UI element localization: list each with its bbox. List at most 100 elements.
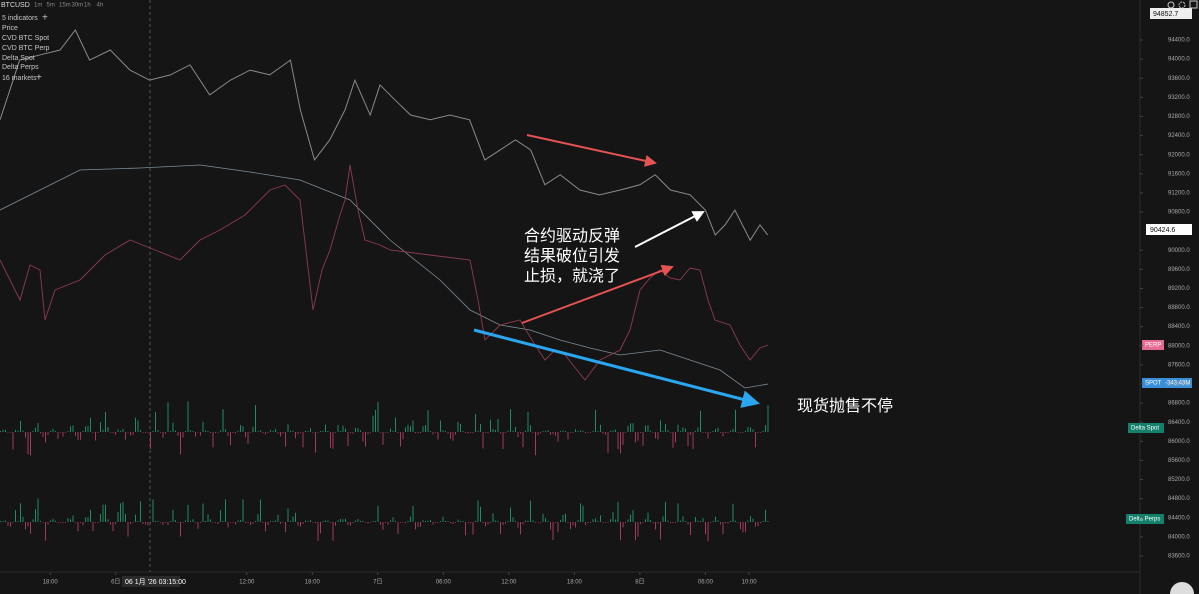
volume-bar: [487, 522, 489, 525]
volume-bar: [195, 432, 196, 437]
volume-bar: [130, 432, 131, 436]
volume-bar: [665, 423, 666, 432]
volume-bar: [402, 432, 404, 440]
volume-bar: [377, 401, 379, 432]
volume-bar: [155, 521, 156, 522]
volume-bar: [600, 424, 601, 432]
volume-bar: [222, 521, 224, 522]
volume-bar: [360, 430, 361, 432]
volume-bar: [490, 522, 491, 523]
volume-bar: [80, 522, 81, 523]
volume-bar: [565, 430, 566, 432]
volume-bar: [247, 432, 249, 444]
volume-bar: [620, 432, 621, 454]
volume-bar: [685, 428, 686, 432]
volume-bar: [40, 432, 41, 434]
volume-bar: [305, 520, 306, 522]
volume-bar: [445, 431, 446, 432]
volume-bar: [135, 417, 136, 432]
volume-bar: [565, 513, 566, 522]
volume-bar: [722, 432, 724, 437]
volume-bar: [480, 506, 481, 522]
volume-bar: [272, 520, 274, 522]
volume-bar: [140, 429, 141, 432]
volume-bar: [422, 426, 424, 432]
legend-item[interactable]: Delta Spot: [2, 55, 35, 62]
volume-bar: [697, 520, 699, 522]
volume-bar: [687, 522, 689, 525]
volume-bar: [7, 432, 9, 433]
volume-bar: [470, 432, 471, 433]
volume-bar: [742, 522, 744, 533]
add-icon[interactable]: +: [42, 13, 48, 24]
y-tick-label: 86800.0: [1168, 401, 1190, 407]
volume-bar: [327, 520, 329, 522]
symbol[interactable]: BTCUSD: [1, 2, 30, 9]
volume-bar: [332, 432, 334, 449]
volume-bar: [512, 430, 514, 432]
volume-bar: [367, 522, 369, 524]
volume-bar: [590, 432, 591, 433]
volume-bar: [405, 522, 406, 524]
volume-bar: [37, 423, 39, 432]
volume-bar: [345, 428, 346, 432]
add-icon[interactable]: +: [36, 73, 42, 84]
volume-bar: [235, 522, 236, 525]
volume-bar: [392, 430, 394, 432]
volume-bar: [65, 522, 66, 523]
volume-bar: [535, 522, 536, 523]
widget-button[interactable]: [1170, 582, 1194, 594]
volume-bar: [607, 432, 609, 453]
timeframe[interactable]: 30m: [72, 3, 84, 9]
search-icon[interactable]: [1167, 1, 1175, 9]
volume-bar: [507, 430, 509, 432]
timeframe[interactable]: 15m: [59, 3, 71, 9]
volume-bar: [462, 430, 464, 432]
y-tick-label: 93200.0: [1168, 95, 1190, 101]
timeframe[interactable]: 4h: [97, 3, 104, 9]
volume-bar: [30, 522, 31, 534]
volume-bar: [527, 520, 529, 522]
volume-bar: [225, 429, 226, 432]
volume-bar: [387, 522, 389, 525]
volume-bar: [297, 522, 299, 526]
volume-bar: [575, 522, 576, 528]
volume-bar: [640, 432, 641, 433]
legend-item[interactable]: Delta Perps: [2, 64, 39, 71]
volume-bar: [25, 432, 26, 438]
legend-item[interactable]: CVD BTC Perp: [2, 45, 50, 52]
volume-bar: [460, 520, 461, 522]
volume-bar: [0, 521, 1, 522]
volume-bar: [570, 432, 571, 433]
volume-bar: [732, 503, 734, 522]
y-tick-label: 87600.0: [1168, 362, 1190, 368]
volume-bar: [717, 520, 719, 522]
volume-bar: [312, 432, 314, 433]
volume-bar: [722, 522, 724, 535]
legend-item[interactable]: CVD BTC Spot: [2, 35, 49, 42]
x-tick-label: 10:00: [742, 580, 758, 586]
volume-bar: [205, 430, 206, 432]
volume-bar: [172, 422, 174, 432]
volume-bar: [302, 432, 304, 448]
timeframe[interactable]: 1m: [34, 3, 42, 9]
annotation: 现货抛售不停: [797, 397, 893, 415]
volume-bar: [557, 432, 559, 442]
volume-bar: [20, 420, 21, 432]
volume-bar: [647, 512, 649, 522]
volume-bar: [757, 522, 759, 527]
volume-bar: [457, 421, 459, 432]
settings-icon[interactable]: [1178, 1, 1186, 9]
cvd-perp-line: [0, 164, 769, 381]
indicators[interactable]: 5 indicators: [2, 15, 38, 22]
markets[interactable]: 16 markets: [2, 75, 37, 82]
menu-icon[interactable]: [1189, 0, 1198, 9]
volume-bar: [157, 520, 159, 522]
volume-bar: [72, 425, 74, 432]
volume-bar: [237, 520, 239, 522]
legend-item[interactable]: Price: [2, 25, 18, 32]
volume-bar: [442, 516, 444, 522]
timeframe[interactable]: 1h: [84, 3, 91, 9]
timeframe[interactable]: 5m: [47, 3, 55, 9]
